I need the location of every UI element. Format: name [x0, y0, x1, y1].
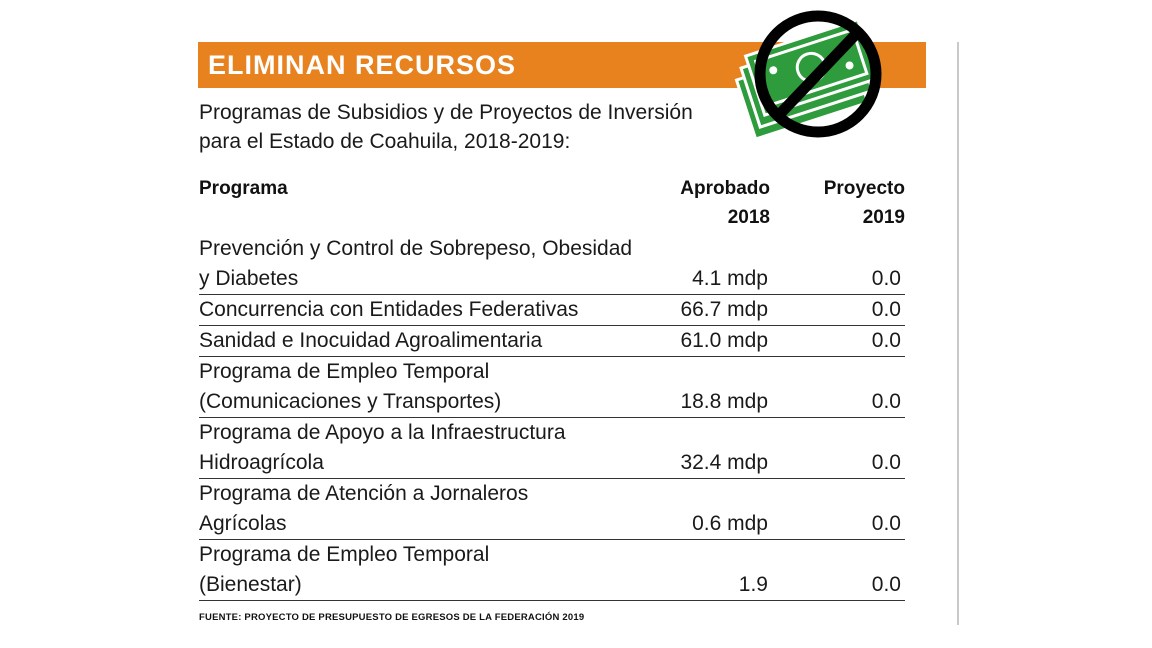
aprobado-2018-cell: 18.8 mdp [680, 390, 768, 413]
header-aprobado-line2: 2018 [727, 207, 770, 228]
header-aprobado-line1: Aprobado [680, 178, 770, 199]
programa-cell: Programa de Empleo Temporal (Comunicacio… [199, 360, 502, 413]
header-proyecto-2019: Proyecto 2019 [780, 174, 905, 232]
proyecto-2019-cell: 0.0 [871, 329, 901, 352]
subtitle: Programas de Subsidios y de Proyectos de… [199, 101, 693, 153]
programa-cell: Programa de Atención a Jornaleros Agríco… [199, 482, 529, 535]
budget-table: Prevención y Control de Sobrepeso, Obesi… [199, 234, 905, 601]
header-proyecto-line1: Proyecto [823, 178, 905, 199]
programa-cell: Concurrencia con Entidades Federativas [199, 298, 579, 321]
table-row: Programa de Empleo Temporal (Bienestar) … [199, 540, 905, 601]
aprobado-2018-cell: 32.4 mdp [680, 451, 768, 474]
aprobado-2018-cell: 4.1 mdp [692, 267, 768, 290]
proyecto-2019-cell: 0.0 [871, 512, 901, 535]
table-row: Programa de Atención a Jornaleros Agríco… [199, 479, 905, 540]
table-row: Programa de Empleo Temporal (Comunicacio… [199, 357, 905, 418]
proyecto-2019-cell: 0.0 [871, 573, 901, 596]
aprobado-2018-cell: 0.6 mdp [692, 512, 768, 535]
proyecto-2019-cell: 0.0 [871, 390, 901, 413]
aprobado-2018-cell: 1.9 [738, 573, 768, 596]
header-proyecto-line2: 2019 [862, 207, 905, 228]
aprobado-2018-cell: 66.7 mdp [680, 298, 768, 321]
proyecto-2019-cell: 0.0 [871, 298, 901, 321]
programa-cell: Programa de Empleo Temporal (Bienestar) [199, 543, 490, 596]
aprobado-2018-cell: 61.0 mdp [680, 329, 768, 352]
table-row: Sanidad e Inocuidad Agroalimentaria 61.0… [199, 326, 905, 357]
source-note: FUENTE: PROYECTO DE PRESUPUESTO DE EGRES… [199, 612, 585, 623]
proyecto-2019-cell: 0.0 [871, 267, 901, 290]
table-row: Programa de Apoyo a la Infraestructura H… [199, 418, 905, 479]
header-programa: Programa [199, 178, 288, 199]
table-row: Concurrencia con Entidades Federativas 6… [199, 295, 905, 326]
proyecto-2019-cell: 0.0 [871, 451, 901, 474]
table-row: Prevención y Control de Sobrepeso, Obesi… [199, 234, 905, 295]
programa-cell: Sanidad e Inocuidad Agroalimentaria [199, 329, 543, 352]
vertical-rule [957, 42, 959, 625]
page-title: ELIMINAN RECURSOS [208, 50, 517, 80]
header-aprobado-2018: Aprobado 2018 [600, 174, 770, 232]
programa-cell: Prevención y Control de Sobrepeso, Obesi… [199, 237, 633, 290]
programa-cell: Programa de Apoyo a la Infraestructura H… [199, 421, 566, 474]
no-money-icon [734, 10, 882, 141]
